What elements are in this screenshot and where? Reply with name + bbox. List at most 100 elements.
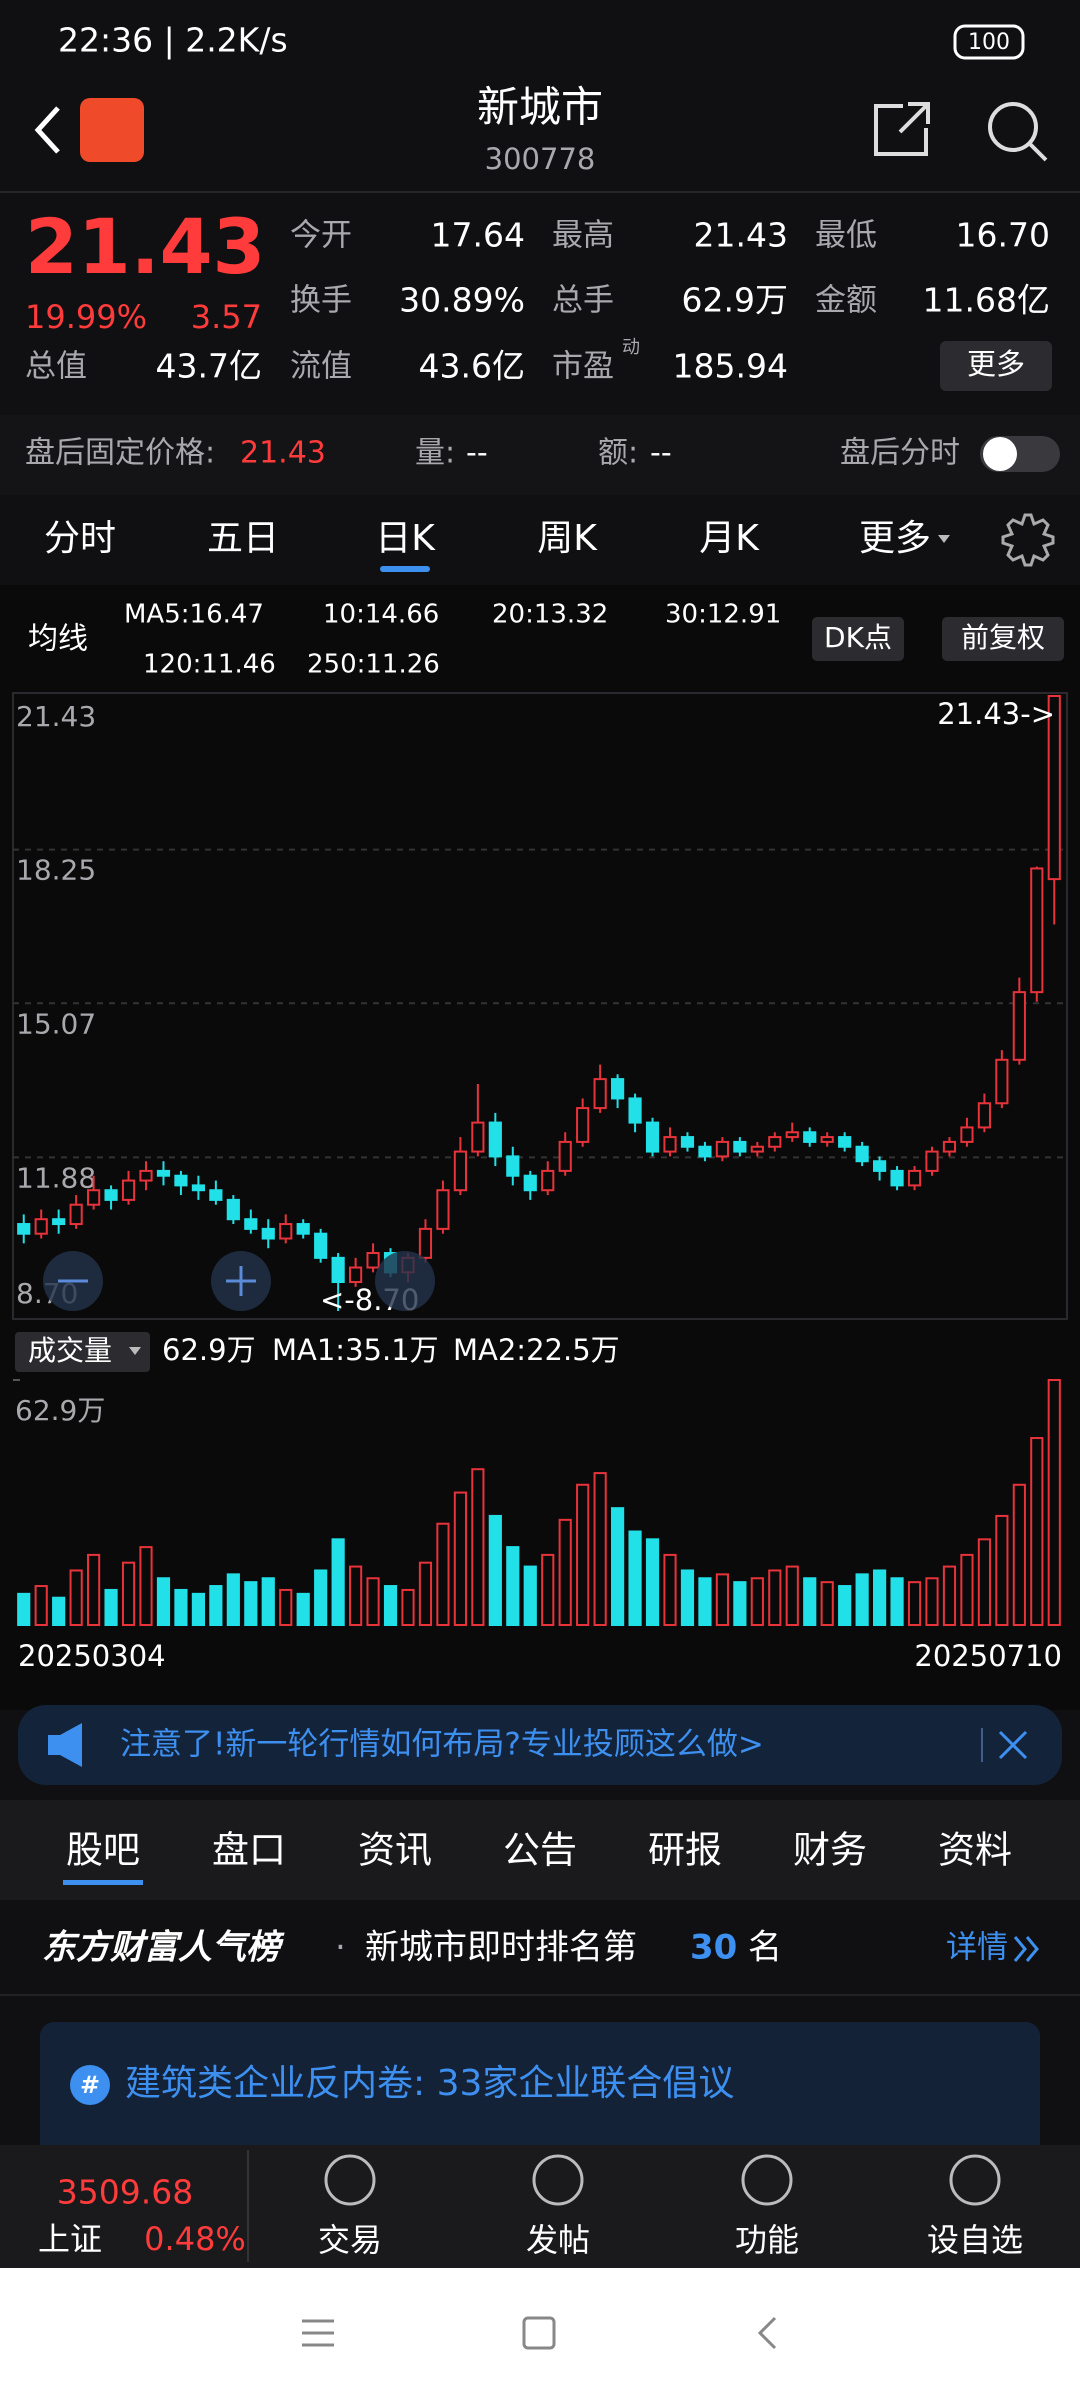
candle-body <box>820 1136 834 1143</box>
volume-bar <box>156 1577 171 1627</box>
volume-bar <box>87 1553 101 1626</box>
candle-body <box>17 1223 31 1235</box>
stock-name: 新城市 <box>477 83 603 132</box>
more-label: 更多 <box>967 347 1025 381</box>
rank-number: 30 <box>690 1928 737 1968</box>
volume-bar <box>733 1581 747 1626</box>
battery-level: 100 <box>968 30 1010 55</box>
volume-bar <box>715 1573 729 1626</box>
candle-body <box>34 1218 48 1235</box>
ma-title: 均线 <box>28 622 88 657</box>
volume-bar <box>17 1592 31 1627</box>
volume-bar <box>226 1573 240 1626</box>
section-tab[interactable]: 公告 <box>503 1829 577 1872</box>
nav-label[interactable]: 功能 <box>735 2221 799 2259</box>
volume-bar <box>349 1565 363 1627</box>
candle-body <box>593 1078 607 1110</box>
volume-bar <box>191 1592 205 1627</box>
back-button[interactable] <box>34 106 60 154</box>
volume-bar <box>541 1553 555 1626</box>
reset-view[interactable] <box>375 1251 435 1311</box>
volume-legend: MA2:22.5万 <box>453 1333 620 1367</box>
banner-close[interactable] <box>998 1730 1028 1760</box>
dk-button[interactable] <box>812 617 904 661</box>
volume-bar <box>488 1514 502 1626</box>
candle-body <box>680 1136 695 1148</box>
volume-selector[interactable] <box>15 1332 150 1372</box>
ma-item: 250:11.26 <box>307 650 440 680</box>
system-nav <box>0 2268 1080 2400</box>
field-label: 最低 <box>815 218 877 254</box>
field-sup: 动 <box>622 337 640 358</box>
candle-body <box>873 1160 887 1172</box>
nav-label[interactable]: 发帖 <box>526 2221 590 2259</box>
volume-bar <box>925 1577 939 1627</box>
tab[interactable]: 分时 <box>44 518 116 559</box>
field-label: 总值 <box>25 349 87 385</box>
topic-card[interactable] <box>40 2022 1040 2162</box>
candle-body <box>139 1169 153 1182</box>
y-tick-label: 11.88 <box>16 1161 96 1194</box>
volume-bar <box>139 1546 153 1626</box>
section-tab[interactable]: 财务 <box>793 1829 867 1872</box>
menu-key[interactable] <box>302 2319 334 2347</box>
search-button[interactable] <box>988 102 1038 152</box>
candle-body <box>995 1058 1009 1105</box>
after-amount-label: 额: <box>598 436 638 471</box>
y-tick-label: 62.9万 <box>15 1394 105 1427</box>
candle-body <box>366 1252 380 1269</box>
rank-brand: 东方财富人气榜 <box>42 1928 285 1968</box>
candle-body <box>977 1102 991 1129</box>
volume-bar <box>995 1514 1009 1626</box>
candle-body <box>1047 695 1061 881</box>
chart-area <box>0 585 1080 1710</box>
volume-bar <box>558 1518 572 1626</box>
section-tab[interactable]: 资料 <box>938 1829 1012 1872</box>
section-tab[interactable]: 研报 <box>648 1829 722 1872</box>
field-value: 21.43 <box>694 216 788 255</box>
share-button[interactable] <box>874 102 930 156</box>
volume-bar <box>1030 1437 1044 1627</box>
volume-bar <box>1047 1379 1061 1626</box>
stock-code: 300778 <box>485 142 596 176</box>
banner[interactable] <box>18 1705 1062 1785</box>
volume-bar <box>471 1468 485 1626</box>
more-button[interactable] <box>940 341 1052 391</box>
nav-label[interactable]: 交易 <box>318 2221 382 2259</box>
volume-bar <box>314 1569 328 1626</box>
candle-body <box>733 1140 747 1153</box>
field-label: 今开 <box>290 218 352 254</box>
after-hours-label: 盘后固定价格: <box>25 436 215 471</box>
tab[interactable]: 月K <box>699 518 760 559</box>
fq-label: 前复权 <box>961 621 1045 654</box>
section-tab[interactable]: 盘口 <box>212 1829 286 1872</box>
volume-bar <box>820 1581 834 1626</box>
zoom-in-icon <box>226 1266 256 1296</box>
home-key[interactable] <box>522 2316 556 2350</box>
candle-body <box>209 1189 223 1201</box>
ma-item: 30:12.91 <box>665 600 781 630</box>
volume-bar <box>960 1553 974 1626</box>
settings-button[interactable] <box>1001 513 1055 567</box>
section-tab[interactable]: 资讯 <box>358 1829 432 1872</box>
candle-body <box>855 1145 869 1163</box>
field-label: 流值 <box>290 349 352 385</box>
nav-label[interactable]: 设自选 <box>927 2221 1023 2259</box>
volume-bar <box>593 1472 607 1626</box>
candle-body <box>785 1131 799 1139</box>
tab[interactable]: 五日 <box>207 518 279 559</box>
candle-body <box>296 1223 310 1235</box>
section-tab[interactable]: 股吧 <box>66 1829 140 1872</box>
tab[interactable]: 更多 <box>859 518 931 559</box>
volume-bar <box>453 1491 467 1627</box>
rank-link[interactable]: 详情 <box>946 1930 1008 1966</box>
volume-bar <box>803 1577 817 1627</box>
field-label: 金额 <box>815 283 877 319</box>
index-change: 0.48% <box>144 2220 246 2258</box>
tab[interactable]: 周K <box>537 518 598 559</box>
back-key[interactable] <box>757 2316 777 2350</box>
volume-bar <box>750 1577 764 1627</box>
tab[interactable]: 日K <box>375 518 436 559</box>
fq-button[interactable] <box>942 617 1064 661</box>
candle-body <box>244 1218 258 1230</box>
